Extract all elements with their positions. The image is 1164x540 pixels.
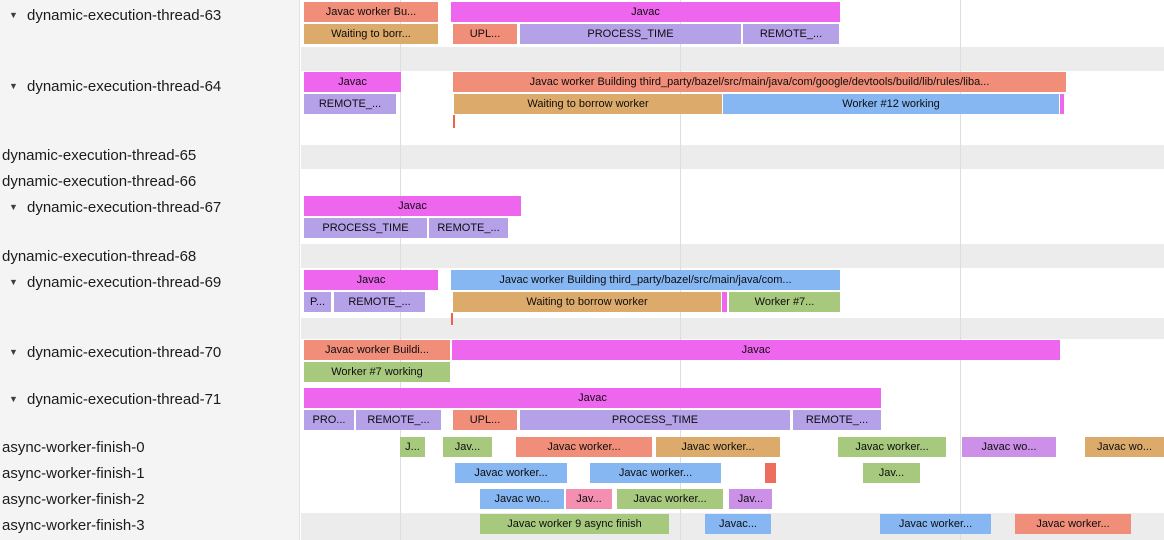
track-label[interactable]: ▼ dynamic-execution-thread-70 [0, 341, 300, 363]
trace-slice[interactable]: UPL... [453, 24, 517, 44]
trace-slice[interactable]: Jav... [566, 489, 612, 509]
track-name: async-worker-finish-3 [2, 516, 145, 534]
trace-slice[interactable]: Javac [304, 388, 881, 408]
trace-slice[interactable]: Jav... [729, 489, 772, 509]
track-label[interactable]: ▼ dynamic-execution-thread-71 [0, 388, 300, 410]
trace-slice[interactable]: Javac [304, 270, 438, 290]
track-name: dynamic-execution-thread-66 [2, 172, 197, 190]
trace-slice[interactable]: Javac [451, 2, 840, 22]
trace-slice[interactable]: REMOTE_... [304, 94, 396, 114]
trace-slice[interactable]: Javac worker... [617, 489, 723, 509]
collapse-arrow-icon[interactable]: ▼ [9, 10, 18, 20]
time-gridline [960, 0, 961, 540]
track-name: dynamic-execution-thread-63 [27, 6, 222, 24]
track-name: dynamic-execution-thread-70 [27, 343, 222, 361]
trace-slice[interactable]: Waiting to borr... [304, 24, 438, 44]
event-tick[interactable] [451, 313, 453, 325]
collapse-arrow-icon[interactable]: ▼ [9, 347, 18, 357]
trace-slice[interactable]: Javac worker Buildi... [304, 340, 450, 360]
trace-slice[interactable]: Javac wo... [1085, 437, 1164, 457]
trace-slice[interactable]: Javac worker... [516, 437, 652, 457]
track-label: dynamic-execution-thread-66 [0, 170, 300, 192]
trace-slice[interactable]: Javac worker... [590, 463, 721, 483]
collapse-arrow-icon[interactable]: ▼ [9, 277, 18, 287]
track-name: async-worker-finish-2 [2, 490, 145, 508]
trace-slice[interactable]: Javac worker Building third_party/bazel/… [453, 72, 1066, 92]
track-label: dynamic-execution-thread-65 [0, 144, 300, 166]
track-label: async-worker-finish-3 [0, 514, 300, 536]
track-name: async-worker-finish-0 [2, 438, 145, 456]
track-name: dynamic-execution-thread-64 [27, 77, 222, 95]
event-tick[interactable] [453, 115, 455, 128]
trace-slice[interactable]: REMOTE_... [356, 410, 441, 430]
track-label: dynamic-execution-thread-68 [0, 245, 300, 267]
track-name: dynamic-execution-thread-71 [27, 390, 222, 408]
track-name: dynamic-execution-thread-65 [2, 146, 197, 164]
row-band [301, 244, 1164, 268]
trace-slice[interactable]: Jav... [863, 463, 920, 483]
row-band [301, 47, 1164, 71]
trace-slice[interactable]: Javac worker... [1015, 514, 1131, 534]
collapse-arrow-icon[interactable]: ▼ [9, 394, 18, 404]
trace-slice[interactable]: Javac worker... [455, 463, 567, 483]
trace-slice[interactable]: Javac worker... [880, 514, 991, 534]
trace-slice[interactable]: Javac... [705, 514, 771, 534]
row-band [301, 145, 1164, 169]
trace-slice[interactable]: UPL... [453, 410, 517, 430]
trace-slice[interactable]: Javac wo... [480, 489, 564, 509]
trace-slice[interactable]: Waiting to borrow worker [454, 94, 722, 114]
timeline-canvas[interactable]: Javac worker Bu... Javac Waiting to borr..… [301, 0, 1164, 540]
trace-slice[interactable]: P... [304, 292, 331, 312]
collapse-arrow-icon[interactable]: ▼ [9, 81, 18, 91]
trace-slice[interactable]: REMOTE_... [429, 218, 508, 238]
trace-slice[interactable]: Javac worker... [838, 437, 946, 457]
track-label[interactable]: ▼ dynamic-execution-thread-69 [0, 271, 300, 293]
track-label[interactable]: ▼ dynamic-execution-thread-67 [0, 196, 300, 218]
track-name: dynamic-execution-thread-68 [2, 247, 197, 265]
trace-slice[interactable]: Javac worker 9 async finish [480, 514, 669, 534]
trace-slice[interactable]: Javac worker Bu... [304, 2, 438, 22]
trace-slice[interactable]: PROCESS_TIME [520, 410, 790, 430]
trace-slice[interactable]: Javac worker... [656, 437, 780, 457]
trace-slice[interactable]: Javac [452, 340, 1060, 360]
collapse-arrow-icon[interactable]: ▼ [9, 202, 18, 212]
trace-slice[interactable]: PRO... [304, 410, 354, 430]
track-label[interactable]: ▼ dynamic-execution-thread-63 [0, 4, 300, 26]
trace-slice[interactable]: Waiting to borrow worker [453, 292, 721, 312]
track-label: async-worker-finish-2 [0, 488, 300, 510]
trace-slice[interactable]: Javac wo... [962, 437, 1056, 457]
track-name: dynamic-execution-thread-69 [27, 273, 222, 291]
trace-slice[interactable]: J... [400, 437, 425, 457]
trace-slice[interactable]: PROCESS_TIME [304, 218, 427, 238]
trace-slice[interactable]: PROCESS_TIME [520, 24, 741, 44]
track-label-panel: ▼ dynamic-execution-thread-63 ▼ dynamic-exe… [0, 0, 300, 540]
track-label: async-worker-finish-1 [0, 462, 300, 484]
trace-slice[interactable]: REMOTE_... [793, 410, 881, 430]
trace-slice[interactable]: Worker #7... [729, 292, 840, 312]
trace-slice[interactable]: Worker #12 working [723, 94, 1059, 114]
trace-slice[interactable]: REMOTE_... [334, 292, 425, 312]
trace-slice[interactable]: Jav... [443, 437, 492, 457]
trace-slice[interactable]: Javac [304, 196, 521, 216]
track-label[interactable]: ▼ dynamic-execution-thread-64 [0, 75, 300, 97]
track-name: dynamic-execution-thread-67 [27, 198, 222, 216]
row-band [301, 318, 1164, 339]
trace-slice[interactable]: REMOTE_... [743, 24, 839, 44]
track-label: async-worker-finish-0 [0, 436, 300, 458]
trace-slice[interactable]: Javac worker Building third_party/bazel/… [451, 270, 840, 290]
trace-slice[interactable] [765, 463, 776, 483]
trace-slice[interactable]: Worker #7 working [304, 362, 450, 382]
trace-slice[interactable] [722, 292, 727, 312]
track-name: async-worker-finish-1 [2, 464, 145, 482]
trace-slice[interactable] [1060, 94, 1064, 114]
trace-slice[interactable]: Javac [304, 72, 401, 92]
